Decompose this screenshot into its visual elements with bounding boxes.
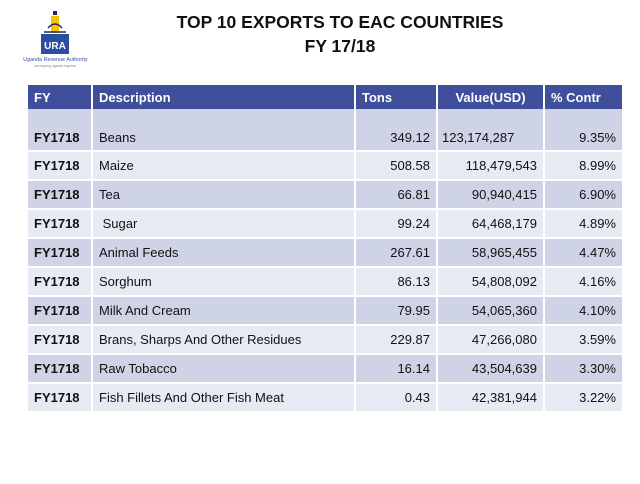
cell-contr: 3.30% [544, 354, 622, 384]
cell-tons: 229.87 [355, 325, 438, 355]
ura-logo: URA Uganda Revenue Authority developing … [8, 8, 103, 70]
cell-fy: FY1718 [28, 354, 93, 384]
table-row: FY1718 Animal Feeds 267.61 58,965,455 4.47% [28, 238, 622, 268]
exports-table-container: FY Description Tons Value(USD) % Contr F… [28, 85, 622, 413]
header-tons: Tons [355, 85, 438, 109]
table-row: FY1718 Raw Tobacco 16.14 43,504,639 3.30% [28, 354, 622, 384]
cell-value: 58,965,455 [437, 238, 545, 268]
table-row: FY1718 Tea 66.81 90,940,415 6.90% [28, 180, 622, 210]
cell-fy: FY1718 [28, 296, 93, 326]
cell-tons: 79.95 [355, 296, 438, 326]
cell-contr: 4.89% [544, 209, 622, 239]
cell-description: Animal Feeds [92, 238, 356, 268]
table-row: FY1718 Sugar 99.24 64,468,179 4.89% [28, 209, 622, 239]
cell-value: 43,504,639 [437, 354, 545, 384]
cell-value: 42,381,944 [437, 383, 545, 413]
cell-contr: 9.35% [544, 109, 622, 152]
cell-description: Beans [92, 109, 356, 152]
cell-description: Sorghum [92, 267, 356, 297]
cell-description: Sugar [92, 209, 356, 239]
cell-tons: 349.12 [355, 109, 438, 152]
cell-fy: FY1718 [28, 267, 93, 297]
cell-contr: 4.47% [544, 238, 622, 268]
cell-description: Raw Tobacco [92, 354, 356, 384]
table-header-row: FY Description Tons Value(USD) % Contr [28, 85, 622, 109]
cell-fy: FY1718 [28, 209, 93, 239]
cell-description: Tea [92, 180, 356, 210]
cell-tons: 508.58 [355, 151, 438, 181]
cell-value: 118,479,543 [437, 151, 545, 181]
cell-tons: 86.13 [355, 267, 438, 297]
title-line-2: FY 17/18 [304, 36, 376, 56]
title-line-1: TOP 10 EXPORTS TO EAC COUNTRIES [176, 12, 504, 32]
exports-table: FY Description Tons Value(USD) % Contr F… [28, 85, 622, 413]
cell-fy: FY1718 [28, 180, 93, 210]
cell-description: Milk And Cream [92, 296, 356, 326]
cell-tons: 16.14 [355, 354, 438, 384]
cell-fy: FY1718 [28, 109, 93, 152]
cell-value: 54,065,360 [437, 296, 545, 326]
header-value: Value(USD) [437, 85, 545, 109]
header-description: Description [92, 85, 356, 109]
table-row: FY1718 Brans, Sharps And Other Residues 22… [28, 325, 622, 355]
cell-tons: 0.43 [355, 383, 438, 413]
cell-value: 90,940,415 [437, 180, 545, 210]
cell-tons: 267.61 [355, 238, 438, 268]
cell-fy: FY1718 [28, 325, 93, 355]
table-body: FY1718 Beans 349.12 123,174,287 9.35% FY1718 M… [28, 109, 622, 413]
header-fy: FY [28, 85, 93, 109]
header-contr: % Contr [551, 89, 601, 105]
cell-description: Maize [92, 151, 356, 181]
ura-emblem-icon: URA [41, 11, 69, 54]
cell-value: 123,174,287 [437, 109, 545, 152]
cell-contr: 4.16% [544, 267, 622, 297]
cell-contr: 3.22% [544, 383, 622, 413]
cell-value: 47,266,080 [437, 325, 545, 355]
logo-name: Uganda Revenue Authority [23, 57, 88, 63]
cell-tons: 99.24 [355, 209, 438, 239]
cell-fy: FY1718 [28, 383, 93, 413]
svg-text:URA: URA [44, 41, 66, 52]
cell-fy: FY1718 [28, 238, 93, 268]
table-row: FY1718 Sorghum 86.13 54,808,092 4.16% [28, 267, 622, 297]
cell-contr: 6.90% [544, 180, 622, 210]
table-row: FY1718 Beans 349.12 123,174,287 9.35% [28, 109, 622, 152]
cell-description: Brans, Sharps And Other Residues [92, 325, 356, 355]
cell-contr: 3.59% [544, 325, 622, 355]
page-title: TOP 10 EXPORTS TO EAC COUNTRIES FY 17/18 [130, 10, 550, 58]
cell-description: Fish Fillets And Other Fish Meat [92, 383, 356, 413]
cell-fy: FY1718 [28, 151, 93, 181]
cell-value: 64,468,179 [437, 209, 545, 239]
logo-tagline: developing uganda together [34, 64, 77, 68]
cell-value: 54,808,092 [437, 267, 545, 297]
table-row: FY1718 Maize 508.58 118,479,543 8.99% [28, 151, 622, 181]
cell-tons: 66.81 [355, 180, 438, 210]
cell-contr: 8.99% [544, 151, 622, 181]
cell-contr: 4.10% [544, 296, 622, 326]
table-row: FY1718 Milk And Cream 79.95 54,065,360 4.10% [28, 296, 622, 326]
table-row: FY1718 Fish Fillets And Other Fish Meat 0.… [28, 383, 622, 413]
